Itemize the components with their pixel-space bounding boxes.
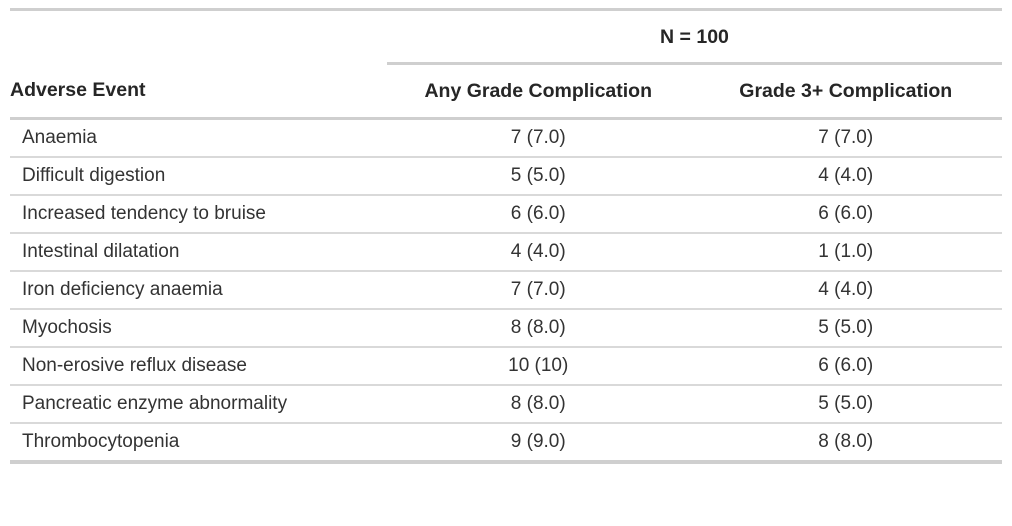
- grade3-value: 4 (4.0): [689, 271, 1002, 310]
- table-row: Non-erosive reflux disease 10 (10) 6 (6.…: [10, 347, 1002, 386]
- table-row: Anaemia 7 (7.0) 7 (7.0): [10, 118, 1002, 158]
- adverse-event-name: Thrombocytopenia: [10, 423, 387, 464]
- adverse-events-table-container: N = 100 Adverse Event Any Grade Complica…: [10, 8, 1002, 464]
- any-grade-value: 10 (10): [386, 347, 690, 386]
- table-row: Thrombocytopenia 9 (9.0) 8 (8.0): [10, 423, 1002, 464]
- any-grade-value: 7 (7.0): [386, 271, 690, 310]
- grade3-value: 6 (6.0): [689, 347, 1002, 386]
- adverse-event-name: Intestinal dilatation: [10, 233, 387, 272]
- column-header-adverse-event: Adverse Event: [10, 63, 387, 120]
- column-header-grade-3plus-complication: Grade 3+ Complication: [689, 63, 1002, 120]
- adverse-event-name: Non-erosive reflux disease: [10, 347, 387, 386]
- adverse-event-name: Difficult digestion: [10, 157, 387, 196]
- spanner-header-n100: N = 100: [386, 8, 1002, 65]
- table-row: Intestinal dilatation 4 (4.0) 1 (1.0): [10, 233, 1002, 272]
- table-row: Iron deficiency anaemia 7 (7.0) 4 (4.0): [10, 271, 1002, 310]
- any-grade-value: 9 (9.0): [386, 423, 690, 464]
- table-row: Difficult digestion 5 (5.0) 4 (4.0): [10, 157, 1002, 196]
- grade3-value: 4 (4.0): [689, 157, 1002, 196]
- any-grade-value: 4 (4.0): [386, 233, 690, 272]
- table-row: Myochosis 8 (8.0) 5 (5.0): [10, 309, 1002, 348]
- table-row: Increased tendency to bruise 6 (6.0) 6 (…: [10, 195, 1002, 234]
- any-grade-value: 6 (6.0): [386, 195, 690, 234]
- grade3-value: 1 (1.0): [689, 233, 1002, 272]
- spanner-spacer: [10, 8, 387, 64]
- grade3-value: 5 (5.0): [689, 309, 1002, 348]
- any-grade-value: 5 (5.0): [386, 157, 690, 196]
- grade3-value: 6 (6.0): [689, 195, 1002, 234]
- grade3-value: 8 (8.0): [689, 423, 1002, 464]
- adverse-event-name: Iron deficiency anaemia: [10, 271, 387, 310]
- any-grade-value: 8 (8.0): [386, 385, 690, 424]
- table-row: Pancreatic enzyme abnormality 8 (8.0) 5 …: [10, 385, 1002, 424]
- column-header-row: Adverse Event Any Grade Complication Gra…: [10, 63, 1002, 120]
- table-header: N = 100 Adverse Event Any Grade Complica…: [10, 8, 1002, 120]
- grade3-value: 5 (5.0): [689, 385, 1002, 424]
- spanner-row: N = 100: [10, 8, 1002, 65]
- adverse-event-name: Myochosis: [10, 309, 387, 348]
- table-body: Anaemia 7 (7.0) 7 (7.0) Difficult digest…: [10, 118, 1002, 464]
- column-header-any-grade-complication: Any Grade Complication: [386, 63, 690, 120]
- adverse-event-name: Anaemia: [10, 118, 387, 158]
- any-grade-value: 7 (7.0): [386, 118, 690, 158]
- any-grade-value: 8 (8.0): [386, 309, 690, 348]
- adverse-event-name: Increased tendency to bruise: [10, 195, 387, 234]
- adverse-events-table: N = 100 Adverse Event Any Grade Complica…: [10, 8, 1002, 464]
- grade3-value: 7 (7.0): [689, 118, 1002, 158]
- adverse-event-name: Pancreatic enzyme abnormality: [10, 385, 387, 424]
